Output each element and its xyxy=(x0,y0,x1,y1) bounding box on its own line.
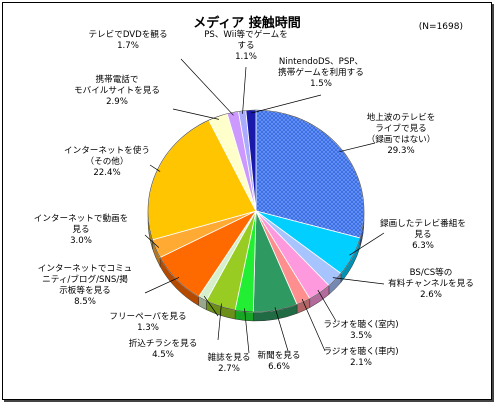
slice-label-10-line-0: インターネットで動画を xyxy=(34,213,129,224)
leader-line-7 xyxy=(217,303,222,341)
slice-label-15: NintendoDS、PSP、携帯ゲームを利用する 1.5% xyxy=(278,57,364,89)
slice-label-0: 地上波のテレビをライブで見る（録画ではない） 29.3% xyxy=(367,111,436,156)
leader-line-4 xyxy=(301,298,326,352)
slice-label-9-line-2: 示板等を見る xyxy=(59,284,111,296)
slice-label-11: インターネットを使う（その他） 22.4% xyxy=(64,144,150,178)
leader-line-8 xyxy=(203,295,219,317)
slice-label-9: インターネットでコミュニティ/ブログ/SNS/掲示板等を見る 8.5% xyxy=(38,263,133,307)
slice-label-11-line-0: インターネットを使う xyxy=(64,144,150,156)
slice-label-6: 雑誌を見る 2.7% xyxy=(208,351,251,374)
slice-label-0-line-0: 地上波のテレビを xyxy=(367,111,436,123)
slice-labels: 地上波のテレビをライブで見る（録画ではない） 29.3%録画したテレビ番組を見る 6… xyxy=(34,28,474,374)
leader-lines xyxy=(144,58,385,354)
sample-size-note: (N=1698) xyxy=(419,22,463,32)
slice-label-0-line-1: ライブで見る xyxy=(375,122,427,134)
leader-line-6 xyxy=(244,308,250,354)
slice-label-14-line-1: する xyxy=(237,40,254,51)
slice-label-9-line-1: ニティ/ブログ/SNS/掲 xyxy=(42,273,128,285)
leader-line-11 xyxy=(149,164,161,172)
slice-label-3-line-0: ラジオを聴く(室内) xyxy=(323,318,398,330)
leader-line-1 xyxy=(349,232,385,256)
slice-label-12-line-0: 携帯電話で xyxy=(96,73,139,85)
slice-label-10-line-1: 見る xyxy=(72,224,89,235)
slice-label-13: テレビでDVDを観る 1.7% xyxy=(88,28,167,51)
slice-label-13-line-1: 1.7% xyxy=(117,41,139,51)
leader-line-9 xyxy=(144,277,180,294)
slice-label-8-line-0: フリーペーパを見る xyxy=(109,311,186,322)
pie-slices xyxy=(147,109,365,313)
slice-label-14: PS、Wii等でゲームをする 1.1% xyxy=(204,28,288,62)
slice-label-14-line-0: PS、Wii等でゲームを xyxy=(204,28,288,40)
leader-line-2 xyxy=(332,277,385,285)
slice-label-7-line-1: 4.5% xyxy=(152,350,174,360)
slice-label-15-line-2: 1.5% xyxy=(310,79,332,89)
slice-label-5-line-1: 6.6% xyxy=(268,362,290,372)
slice-label-5: 新聞を見る 6.6% xyxy=(258,349,301,372)
slice-label-15-line-0: NintendoDS、PSP、 xyxy=(279,57,363,67)
slice-label-2-line-0: BS/CS等の xyxy=(410,266,453,278)
slice-label-2-line-2: 2.6% xyxy=(420,290,442,300)
slice-label-5-line-0: 新聞を見る xyxy=(258,349,301,361)
slice-label-3-line-1: 3.5% xyxy=(350,331,372,341)
leader-line-12 xyxy=(172,108,220,120)
slice-label-11-line-1: （その他） xyxy=(86,155,129,167)
leader-line-10 xyxy=(144,234,160,248)
slice-label-6-line-0: 雑誌を見る xyxy=(208,351,251,363)
leader-line-3 xyxy=(317,289,337,322)
chart-title: メディア 接触時間 xyxy=(193,15,301,31)
slice-label-8: フリーペーパを見る 1.3% xyxy=(109,311,186,333)
slice-label-4-line-1: 2.1% xyxy=(350,358,372,368)
slice-label-7: 折込チラシを見る 4.5% xyxy=(129,337,198,360)
slice-label-10-line-2: 3.0% xyxy=(70,236,92,246)
slice-label-7-line-0: 折込チラシを見る xyxy=(129,337,198,349)
pie-rim xyxy=(147,109,365,313)
slice-label-12-line-1: モバイルサイトを見る xyxy=(74,85,160,96)
leader-line-15 xyxy=(250,94,322,114)
leader-line-5 xyxy=(274,307,289,352)
slice-label-4-line-0: ラジオを聴く(車内) xyxy=(323,345,398,357)
slice-label-4: ラジオを聴く(車内) 2.1% xyxy=(323,345,398,368)
chart-frame: メディア 接触時間 (N=1698) 地上波のテレビをライブで見る（録画ではない… xyxy=(2,2,492,400)
slice-label-15-line-1: 携帯ゲームを利用する xyxy=(278,66,364,78)
slice-label-2-line-1: 有料チャンネルを見る xyxy=(388,277,474,289)
slice-label-14-line-2: 1.1% xyxy=(235,52,257,62)
leader-line-13 xyxy=(180,58,234,116)
slice-label-0-line-2: （録画ではない） xyxy=(367,133,436,145)
slice-label-13-line-0: テレビでDVDを観る xyxy=(88,28,167,40)
slice-label-3: ラジオを聴く(室内) 3.5% xyxy=(323,318,398,341)
slice-label-0-line-3: 29.3% xyxy=(387,146,414,156)
slice-label-12-line-2: 2.9% xyxy=(106,97,128,107)
slice-label-6-line-1: 2.7% xyxy=(218,364,240,374)
slice-label-1: 録画したテレビ番組を見る 6.3% xyxy=(380,217,466,251)
slice-label-11-line-2: 22.4% xyxy=(93,168,120,178)
slice-label-2: BS/CS等の有料チャンネルを見る 2.6% xyxy=(388,266,474,300)
slice-label-10: インターネットで動画を見る 3.0% xyxy=(34,213,129,246)
slice-label-1-line-0: 録画したテレビ番組を xyxy=(380,217,466,229)
pie-chart: メディア 接触時間 (N=1698) 地上波のテレビをライブで見る（録画ではない… xyxy=(34,15,474,374)
slice-label-1-line-1: 見る xyxy=(414,229,431,240)
leader-line-0 xyxy=(339,142,376,153)
slice-label-9-line-3: 8.5% xyxy=(74,297,96,307)
slice-label-8-line-1: 1.3% xyxy=(137,323,159,333)
slice-label-12: 携帯電話でモバイルサイトを見る 2.9% xyxy=(74,73,160,107)
slice-label-1-line-2: 6.3% xyxy=(412,241,434,251)
leader-line-14 xyxy=(242,66,247,114)
slice-label-9-line-0: インターネットでコミュ xyxy=(38,263,133,274)
